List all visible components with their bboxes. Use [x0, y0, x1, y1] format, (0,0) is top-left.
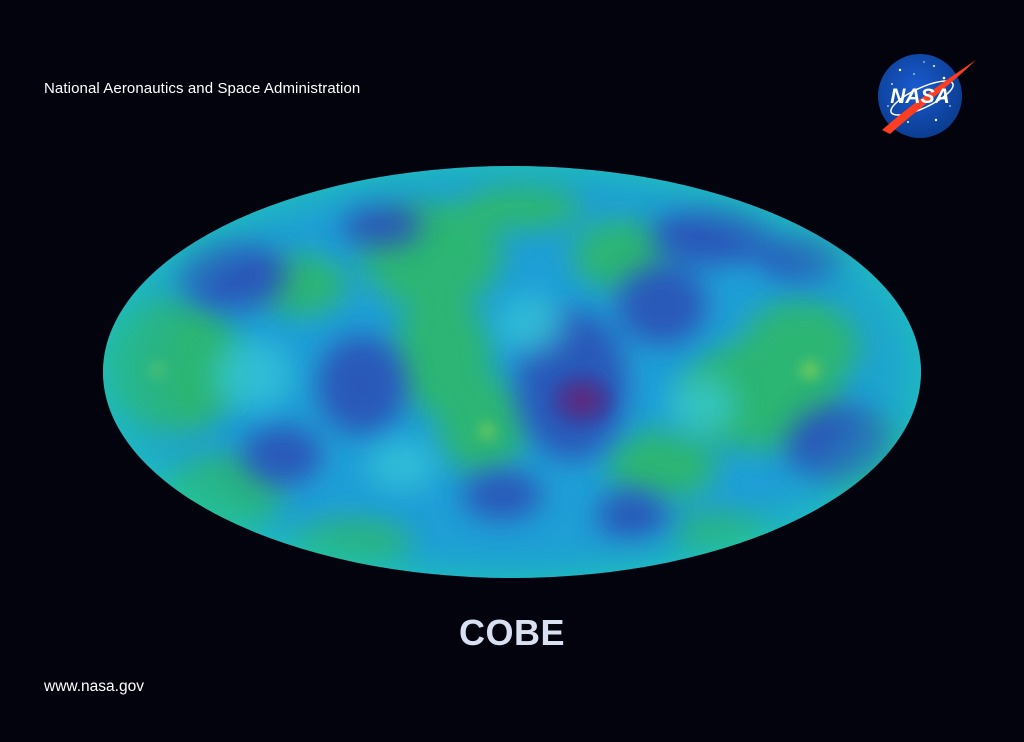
nasa-logo-text: NASA — [890, 85, 950, 108]
nasa-logo: NASA — [878, 54, 976, 138]
cobe-sky-map — [103, 166, 921, 578]
agency-name: National Aeronautics and Space Administr… — [44, 80, 361, 97]
website-url[interactable]: www.nasa.gov — [44, 678, 144, 695]
mission-title: COBE — [458, 612, 565, 653]
